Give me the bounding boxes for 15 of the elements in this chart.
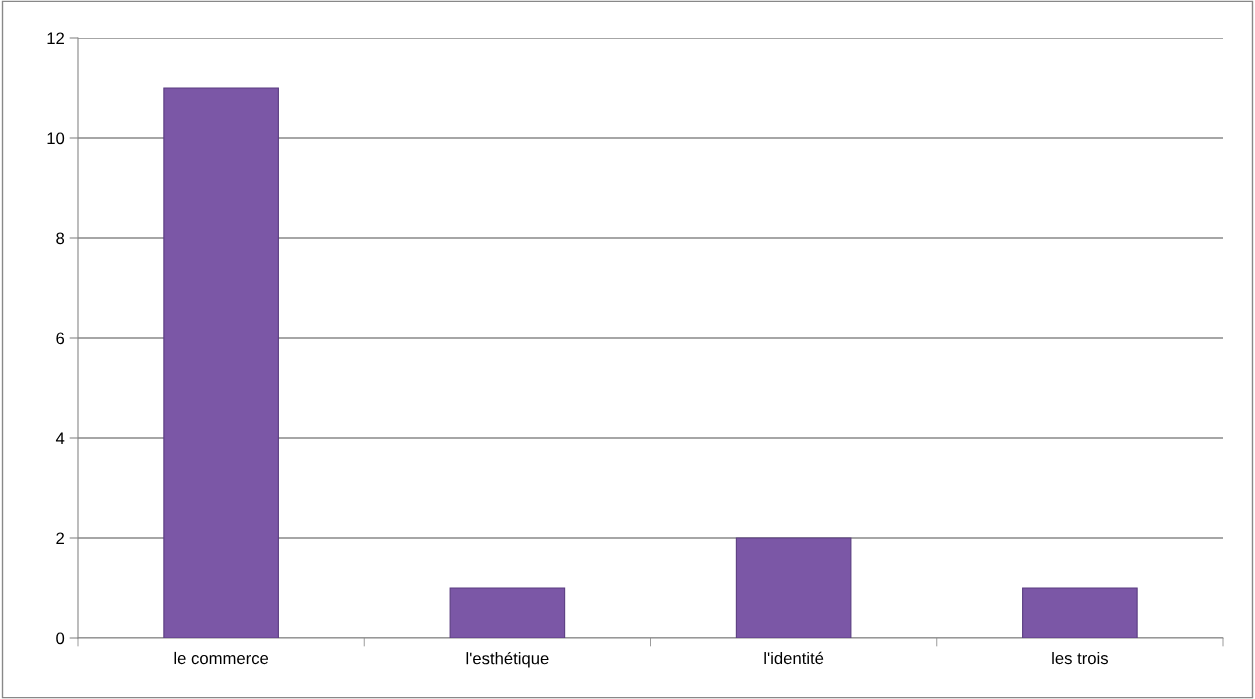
- y-tick-label: 0: [56, 632, 65, 645]
- y-tick-label: 4: [55, 432, 65, 445]
- y-tick-label: 8: [56, 232, 65, 245]
- x-tick-label: le commerce: [174, 651, 269, 665]
- x-tick-label: l'esthétique: [466, 651, 549, 668]
- y-tick-label: 10: [47, 132, 65, 145]
- y-tick-label: 6: [56, 332, 65, 345]
- x-tick-label: l'identité: [764, 651, 824, 665]
- bar: [735, 537, 852, 638]
- bar: [163, 87, 279, 638]
- y-tick-label: 12: [47, 32, 64, 45]
- bar: [449, 587, 566, 638]
- bar: [1022, 587, 1138, 638]
- x-tick-label: les trois: [1052, 651, 1108, 665]
- y-tick-label: 2: [56, 532, 64, 545]
